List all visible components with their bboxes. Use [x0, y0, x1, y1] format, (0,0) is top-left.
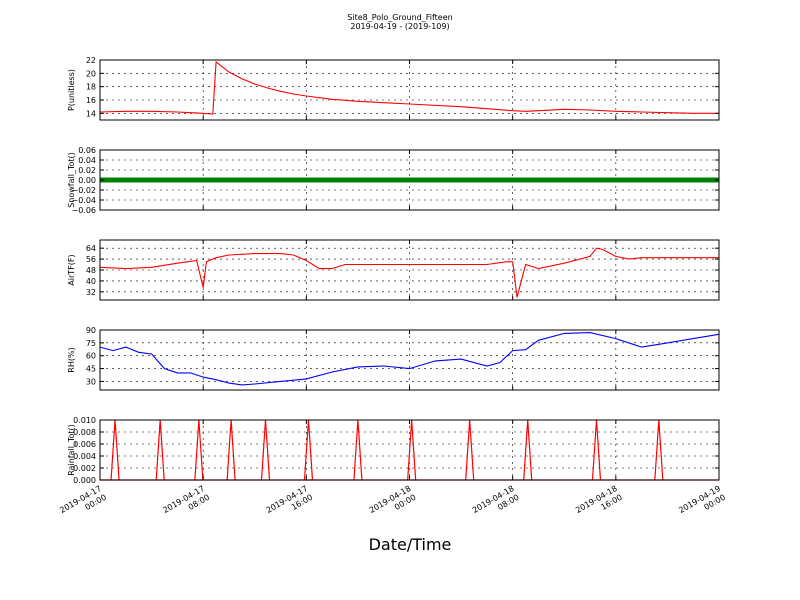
rain-spike — [260, 419, 271, 481]
series-line — [99, 332, 720, 386]
panel-1: 14 16 18 20 22 P(unitless) — [67, 56, 720, 121]
panel-3: 32 40 48 56 64 AirTF(F) — [67, 239, 720, 301]
y-tick-label: 90 — [86, 326, 96, 335]
panel-4: 30 45 60 75 90 RH(%) — [67, 326, 720, 391]
chart-title: Site8_Polo_Ground_Fifteen — [347, 13, 452, 22]
y-tick-label: 18 — [86, 83, 96, 92]
rain-spike — [226, 419, 236, 481]
y-tick-label: −0.02 — [71, 186, 96, 195]
x-tick-label: 2019-04-1900:00 — [677, 484, 727, 524]
x-tick-label: 2019-04-1700:00 — [58, 484, 108, 524]
series-line — [99, 60, 719, 115]
rain-spike — [110, 419, 120, 481]
y-axis-label: RH(%) — [67, 347, 76, 372]
y-axis-label: Rainfall_Tot() — [67, 424, 76, 476]
rain-spike — [523, 419, 533, 481]
series-line — [99, 247, 719, 298]
x-tick-labels: 2019-04-1700:00 2019-04-1708:00 2019-04-17… — [58, 484, 727, 524]
x-tick-label: 2019-04-1800:00 — [368, 484, 418, 524]
y-tick-label: −0.04 — [71, 196, 96, 205]
x-axis-label: Date/Time — [369, 535, 452, 554]
y-tick-label: 20 — [86, 69, 96, 78]
x-tick-label: 2019-04-1708:00 — [161, 484, 211, 524]
chart-subtitle: 2019-04-19 - (2019-109) — [350, 22, 449, 31]
panels: 1416182022P(unitless)−0.06−0.04−0.020.00… — [67, 56, 720, 485]
y-axis-label: AirTF(F) — [67, 254, 76, 285]
panel-2: −0.06−0.04−0.020.000.020.040.06Snowfall_… — [67, 146, 720, 215]
rain-spike — [194, 419, 204, 481]
y-tick-label: 0.008 — [73, 428, 96, 437]
y-tick-label: 48 — [86, 266, 96, 275]
y-tick-label: 40 — [86, 277, 96, 286]
y-tick-label: 0.000 — [73, 476, 96, 485]
y-tick-label: 0.04 — [78, 156, 96, 165]
x-tick-label: 2019-04-1816:00 — [574, 484, 624, 524]
y-tick-label: 60 — [86, 352, 96, 361]
x-tick-label: 2019-04-1716:00 — [265, 484, 315, 524]
panel-5: 0.000 0.002 0.004 0.006 0.008 0.010Rainfall_T… — [67, 416, 720, 485]
rain-spike — [407, 419, 417, 481]
rain-spike — [654, 419, 664, 481]
y-tick-label: 0.010 — [73, 416, 96, 425]
y-tick-label: 64 — [86, 244, 96, 253]
rain-spike — [353, 419, 363, 481]
y-tick-label: 0.00 — [78, 176, 96, 185]
rain-spike — [303, 419, 314, 481]
y-tick-label: 30 — [86, 377, 96, 386]
x-tick-label: 2019-04-1808:00 — [471, 484, 521, 524]
y-tick-label: 0.002 — [73, 464, 96, 473]
y-tick-label: 0.004 — [73, 452, 96, 461]
y-axis-label: Snowfall_Tot() — [67, 152, 76, 208]
y-tick-label: −0.06 — [71, 206, 96, 215]
rain-spike — [465, 419, 475, 481]
y-tick-label: 0.06 — [78, 146, 96, 155]
y-tick-label: 32 — [86, 288, 96, 297]
rain-spike — [155, 419, 165, 481]
y-tick-label: 0.006 — [73, 440, 96, 449]
rain-spike — [591, 419, 602, 481]
y-axis-label: P(unitless) — [67, 69, 76, 111]
y-tick-label: 75 — [86, 339, 96, 348]
y-tick-label: 16 — [86, 96, 96, 105]
y-tick-label: 22 — [86, 56, 96, 65]
y-tick-label: 14 — [86, 109, 96, 118]
y-tick-label: 45 — [86, 365, 96, 374]
y-tick-label: 56 — [86, 255, 96, 264]
y-tick-label: 0.02 — [78, 166, 96, 175]
